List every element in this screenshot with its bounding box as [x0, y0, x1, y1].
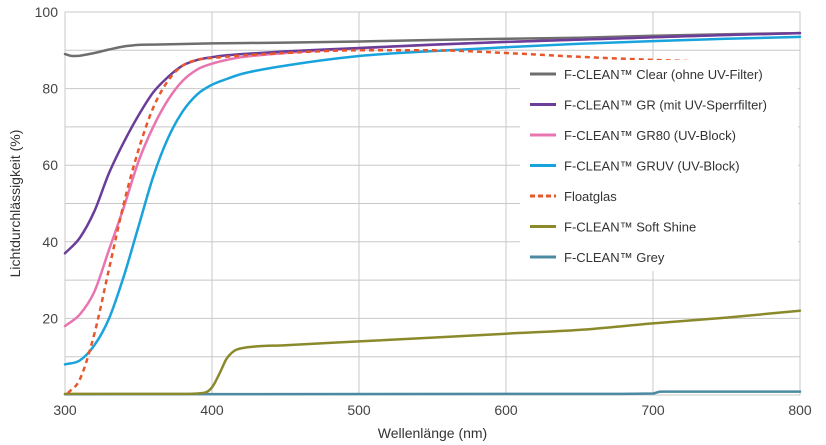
x-tick-label: 700: [641, 402, 665, 418]
x-tick-label: 600: [494, 402, 518, 418]
series-line: [63, 390, 802, 396]
legend-label: F-CLEAN™ GRUV (UV-Block): [564, 159, 740, 174]
legend-background: [520, 60, 798, 271]
x-tick-label: 500: [347, 402, 371, 418]
legend-label: F-CLEAN™ GR80 (UV-Block): [564, 128, 736, 143]
legend-label: Floatglas: [564, 189, 617, 204]
legend-label: F-CLEAN™ Grey: [564, 250, 665, 265]
y-tick-label: 100: [35, 4, 59, 20]
series-lines: [63, 31, 802, 396]
x-tick-label: 300: [53, 402, 77, 418]
legend-label: F-CLEAN™ Soft Shine: [564, 220, 696, 235]
tick-labels: 300 400 500 600 700 800 20 40 60 80 100: [35, 4, 812, 418]
y-axis-title: Lichtdurchlässigkeit (%): [7, 130, 23, 278]
legend-label: F-CLEAN™ GR (mit UV-Sperrfilter): [564, 98, 767, 113]
legend: F-CLEAN™ Clear (ohne UV-Filter) F-CLEAN™ …: [520, 60, 798, 271]
x-tick-label: 800: [788, 402, 812, 418]
x-tick-label: 400: [200, 402, 224, 418]
y-tick-label: 20: [42, 310, 58, 326]
y-tick-label: 60: [42, 157, 58, 173]
y-tick-label: 80: [42, 81, 58, 97]
legend-label: F-CLEAN™ Clear (ohne UV-Filter): [564, 67, 763, 82]
series-line: [63, 31, 802, 58]
series-line: [63, 35, 802, 366]
y-tick-label: 40: [42, 234, 58, 250]
series-line: [66, 49, 801, 394]
series-line: [63, 309, 802, 396]
x-axis-title: Wellenlänge (nm): [378, 425, 487, 441]
